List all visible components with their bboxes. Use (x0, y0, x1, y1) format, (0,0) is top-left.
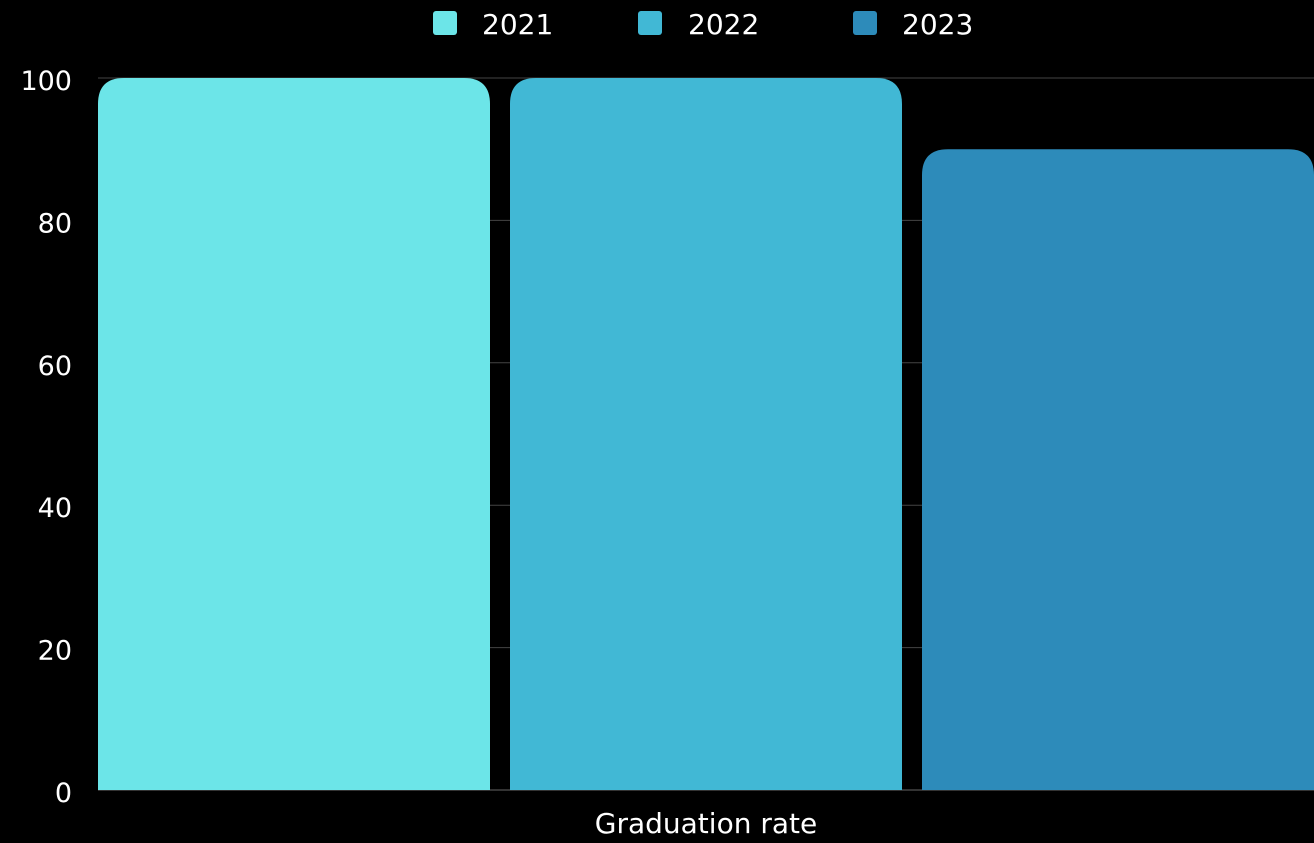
y-tick-label: 40 (38, 493, 72, 524)
x-axis: Graduation rate (595, 807, 817, 840)
y-tick-label: 100 (20, 66, 72, 97)
x-category-label: Graduation rate (595, 807, 817, 839)
legend-label-2022: 2022 (688, 8, 759, 41)
bar-2023 (922, 149, 1314, 790)
legend-swatch-2023 (853, 11, 877, 35)
legend-swatch-2021 (433, 11, 457, 35)
legend-label-2021: 2021 (482, 8, 553, 41)
y-axis: 0 20 40 60 80 100 (20, 66, 72, 809)
legend-label-2023: 2023 (902, 8, 973, 41)
legend-swatch-2022 (638, 11, 662, 35)
bars (98, 78, 1314, 790)
y-tick-label: 20 (38, 636, 72, 667)
legend: 2021 2022 2023 (433, 8, 973, 41)
bar-2022 (510, 78, 902, 790)
y-tick-label: 60 (38, 351, 72, 382)
y-tick-label: 0 (55, 778, 72, 809)
y-tick-label: 80 (38, 208, 72, 239)
bar-2021 (98, 78, 490, 790)
